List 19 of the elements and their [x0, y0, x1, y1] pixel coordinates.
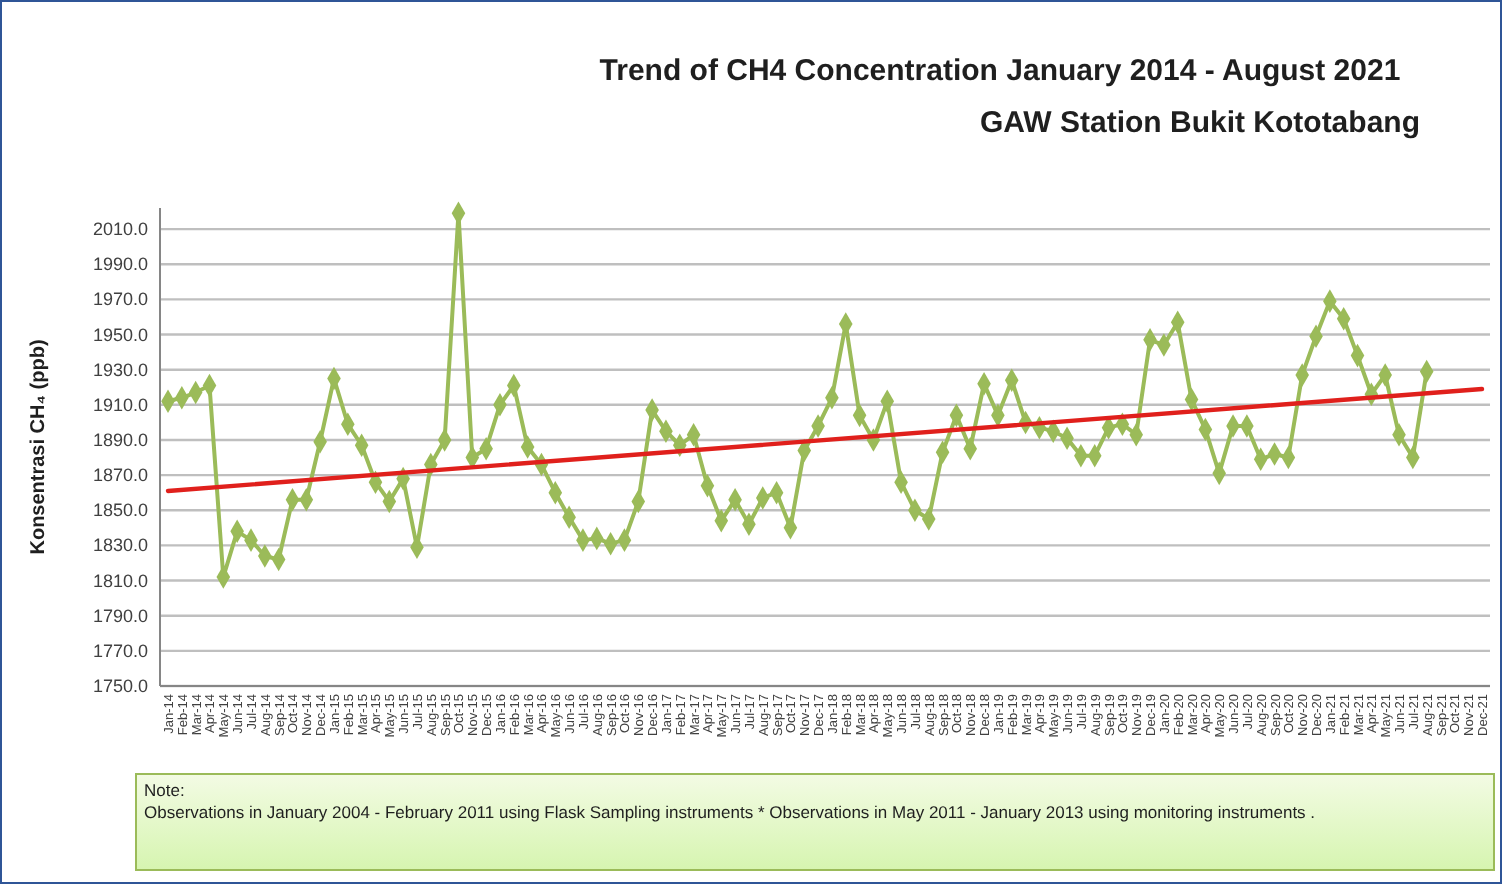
- text: Observations in January 2004 - February 2011 using Flask Sampling instruments * Observations in May 2011 - January 2013 using monitoring instruments .: [144, 802, 1316, 822]
- y-tick-label: 2010.0: [92, 219, 148, 240]
- y-tick-label: 1990.0: [92, 254, 148, 275]
- y-tick-label: 1970.0: [92, 289, 148, 310]
- y-axis-title: Konsentrasi CH₄ (ppb): [28, 339, 50, 555]
- chart-title: Trend of CH4 Concentration January 2014 - August 2021: [599, 54, 1401, 88]
- y-tick-label: 1810.0: [92, 570, 148, 591]
- y-tick-label: 1830.0: [92, 535, 148, 556]
- y-tick-label: 1870.0: [92, 465, 148, 486]
- y-tick-label: 1770.0: [92, 640, 148, 661]
- text: Note:: [144, 780, 185, 800]
- y-tick-label: 1910.0: [92, 394, 148, 415]
- y-tick-label: 1790.0: [92, 605, 148, 626]
- y-tick-label: 1750.0: [92, 676, 148, 696]
- chart-subtitle: GAW Station Bukit Kototabang: [980, 106, 1420, 140]
- y-tick-label: 1930.0: [92, 359, 148, 380]
- y-tick-label: 1950.0: [92, 324, 148, 345]
- y-tick-label: 1890.0: [92, 429, 148, 450]
- y-tick-label: 1850.0: [92, 500, 148, 521]
